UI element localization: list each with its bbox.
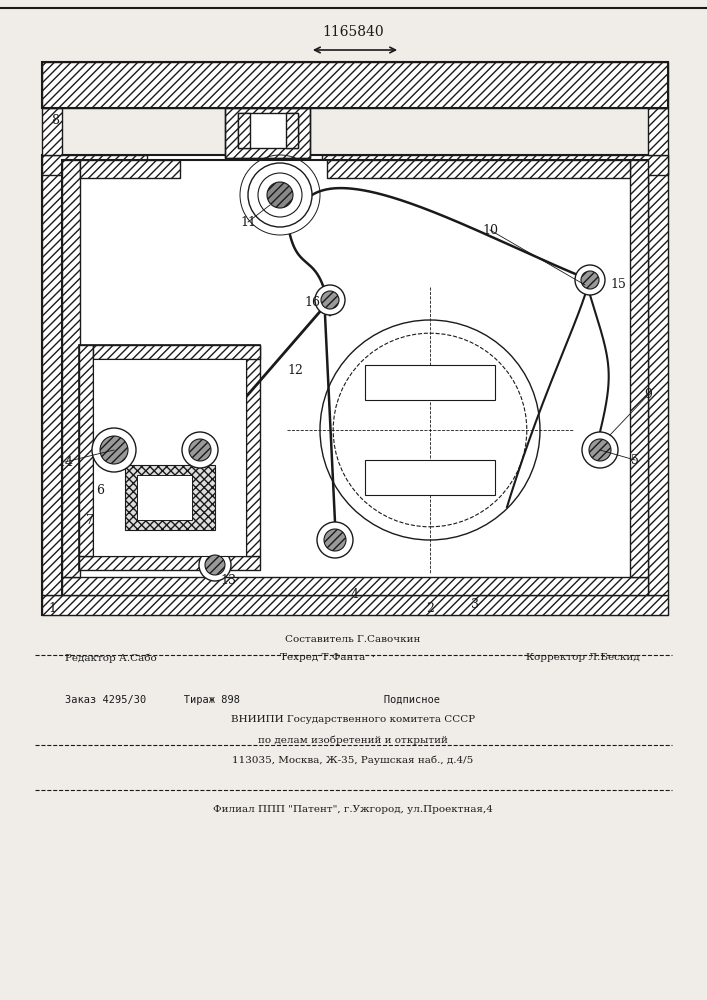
Text: 8: 8 [51,113,59,126]
Bar [42,155,62,595]
Text: Составитель Г.Савочкин: Составитель Г.Савочкин [286,636,421,645]
Circle shape [267,182,293,208]
Circle shape [92,428,136,472]
Bar [79,345,260,570]
Bar [62,160,648,595]
Bar [327,160,630,178]
Bar [42,155,668,615]
Bar [79,556,260,570]
Bar [42,108,62,155]
Bar [365,460,495,495]
Text: 2: 2 [426,601,434,614]
Text: 6: 6 [96,484,104,496]
Text: Редактор А.Сабо: Редактор А.Сабо [65,653,157,663]
Bar [225,108,310,158]
Bar [125,465,215,530]
Bar [42,595,668,615]
Bar [630,160,648,577]
Circle shape [575,265,605,295]
Bar [42,155,147,175]
Bar [125,465,215,530]
Bar [225,108,310,158]
Bar [80,160,180,178]
Circle shape [315,285,345,315]
Bar [42,155,62,595]
Text: 15: 15 [610,278,626,292]
Bar [42,108,62,155]
Bar [79,556,260,570]
Text: 10: 10 [482,224,498,236]
Bar [42,595,668,615]
Bar [79,345,93,556]
Text: Филиал ППП "Патент", г.Ужгород, ул.Проектная,4: Филиал ППП "Патент", г.Ужгород, ул.Проек… [213,806,493,814]
Circle shape [320,320,540,540]
Bar [630,160,648,577]
Text: 5: 5 [631,454,639,466]
Text: 11: 11 [240,216,256,229]
Bar [246,345,260,556]
Bar [238,113,298,148]
Text: 4: 4 [351,588,359,601]
Text: 9: 9 [644,388,652,401]
Circle shape [199,549,231,581]
Bar [648,108,668,155]
Text: 13: 13 [220,574,236,586]
Bar [80,160,180,178]
Text: по делам изобретений и открытий: по делам изобретений и открытий [258,735,448,745]
Circle shape [581,271,599,289]
Circle shape [317,522,353,558]
Bar [327,160,630,178]
Text: ВНИИПИ Государственного комитета СССР: ВНИИПИ Государственного комитета СССР [231,716,475,724]
Text: Техред Т.Фанта  ·: Техред Т.Фанта · [280,654,375,662]
Text: 3: 3 [471,598,479,611]
Bar [225,108,310,158]
Bar [42,62,668,108]
Bar [286,113,298,148]
Bar [62,160,80,577]
Circle shape [182,432,218,468]
Bar [322,155,668,175]
Bar [62,160,80,577]
Bar [79,345,93,556]
Bar [238,113,250,148]
Bar [42,62,668,108]
Text: 16: 16 [304,296,320,310]
Text: Корректор Л.Бескид: Корректор Л.Бескид [527,654,640,662]
Circle shape [324,529,346,551]
Circle shape [248,163,312,227]
Circle shape [189,439,211,461]
Bar [238,113,250,148]
Text: 7: 7 [86,514,94,526]
Bar [322,155,668,175]
Circle shape [258,173,302,217]
Circle shape [321,291,339,309]
Circle shape [100,436,128,464]
Text: 113035, Москва, Ж-35, Раушская наб., д.4/5: 113035, Москва, Ж-35, Раушская наб., д.4… [233,755,474,765]
Text: 1165840: 1165840 [322,25,384,39]
Bar [648,108,668,155]
Bar [93,345,260,359]
Circle shape [205,555,225,575]
Bar [42,62,668,108]
Text: 14: 14 [57,456,73,468]
Bar [137,475,192,520]
Text: 12: 12 [287,363,303,376]
Bar [246,345,260,556]
Bar [648,155,668,595]
Bar [42,155,147,175]
Bar [286,113,298,148]
Bar [62,577,648,595]
Text: Заказ 4295/30      Тираж 898                       Подписное: Заказ 4295/30 Тираж 898 Подписное [65,695,440,705]
Circle shape [589,439,611,461]
Bar [62,577,648,595]
Bar [648,155,668,595]
Bar [365,365,495,400]
Circle shape [582,432,618,468]
Text: 1: 1 [48,601,56,614]
Bar [93,345,260,359]
Bar [93,359,246,556]
